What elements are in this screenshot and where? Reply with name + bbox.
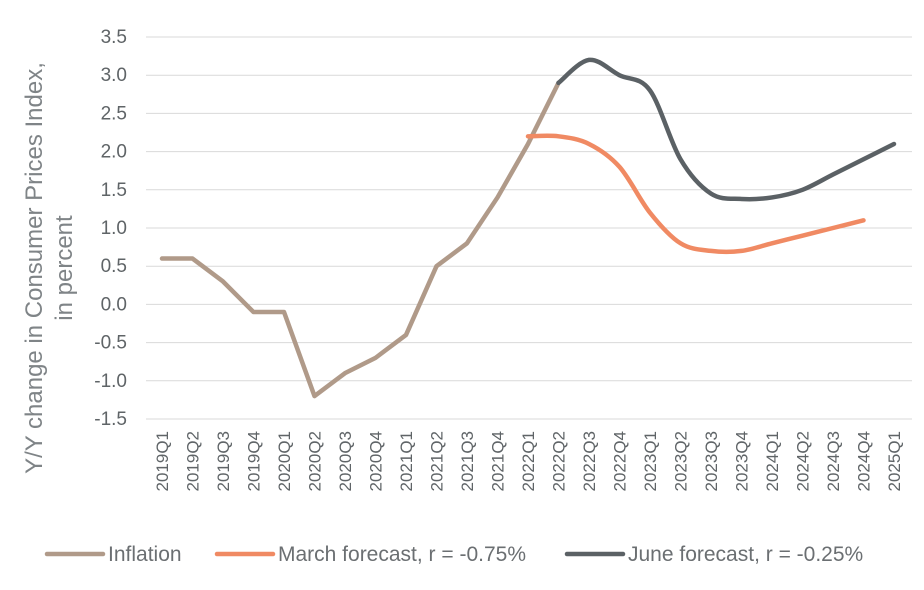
- x-tick-label: 2022Q4: [611, 431, 630, 492]
- x-tick-label: 2024Q4: [855, 431, 874, 492]
- x-tick-label: 2023Q2: [672, 431, 691, 492]
- legend-label-1: March forecast, r = -0.75%: [278, 543, 526, 566]
- y-tick-label: 3.0: [101, 65, 127, 86]
- x-tick-label: 2020Q3: [336, 431, 355, 492]
- series-lines: [159, 57, 897, 399]
- legend-label-0: Inflation: [108, 543, 182, 566]
- y-tick-label: -0.5: [94, 333, 127, 354]
- x-tick-label: 2019Q4: [245, 431, 264, 492]
- y-tick-label: 1.0: [101, 218, 127, 239]
- x-tick-label: 2021Q2: [428, 431, 447, 492]
- x-tick-label: 2019Q2: [184, 431, 203, 492]
- x-tick-label: 2022Q3: [580, 431, 599, 492]
- x-tick-label: 2022Q1: [519, 431, 538, 492]
- x-tick-label: 2023Q1: [641, 431, 660, 492]
- y-tick-label: 2.0: [101, 142, 127, 163]
- series-line-2: [556, 57, 897, 202]
- x-axis-ticks: 2019Q1 2019Q2 2019Q3 2019Q4 2020Q1 2020Q2 2020…: [153, 431, 904, 492]
- y-tick-label: -1.5: [94, 409, 127, 430]
- x-tick-label: 2024Q1: [763, 431, 782, 492]
- legend: Inflation March forecast, r = -0.75% June …: [44, 543, 863, 566]
- x-tick-label: 2023Q4: [733, 431, 752, 492]
- x-tick-label: 2022Q2: [550, 431, 569, 492]
- y-axis-ticks: 3.5 3.0 2.5 2.0 1.5 1.0 0.5 0.0 -0.5 -1.0 -1.5: [94, 27, 127, 430]
- x-tick-label: 2019Q1: [153, 431, 172, 492]
- x-tick-label: 2020Q2: [306, 431, 325, 492]
- x-tick-label: 2020Q1: [275, 431, 294, 492]
- x-tick-label: 2019Q3: [214, 431, 233, 492]
- y-axis-label-line-1: Y/Y change in Consumer Prices Index,: [21, 62, 48, 474]
- x-tick-label: 2023Q3: [702, 431, 721, 492]
- y-tick-label: 0.0: [101, 294, 127, 315]
- series-line-0: [159, 80, 561, 399]
- gridlines: [146, 36, 912, 420]
- y-tick-label: 1.5: [101, 180, 127, 201]
- x-tick-label: 2025Q1: [885, 431, 904, 492]
- x-tick-label: 2021Q4: [489, 431, 508, 492]
- x-tick-label: 2024Q3: [824, 431, 843, 492]
- x-tick-label: 2020Q4: [367, 431, 386, 492]
- x-tick-label: 2021Q1: [397, 431, 416, 492]
- x-tick-label: 2024Q2: [794, 431, 813, 492]
- y-tick-label: 3.5: [101, 27, 127, 48]
- legend-label-2: June forecast, r = -0.25%: [628, 543, 863, 566]
- x-tick-label: 2021Q3: [458, 431, 477, 492]
- y-tick-label: -1.0: [94, 371, 127, 392]
- series-line-1: [525, 133, 866, 255]
- y-tick-label: 0.5: [101, 256, 127, 277]
- y-axis-label-line-2: in percent: [51, 215, 78, 321]
- y-tick-label: 2.5: [101, 103, 127, 124]
